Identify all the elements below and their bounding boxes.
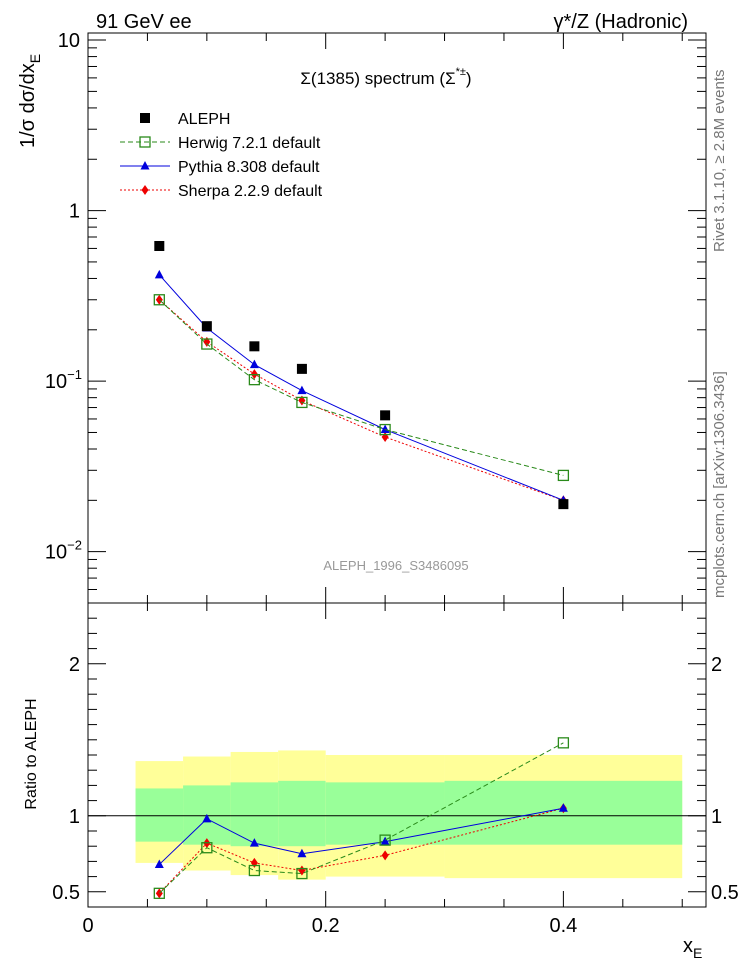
main-point-aleph bbox=[201, 321, 212, 332]
ratio-line-herwig bbox=[158, 742, 564, 894]
main-title-text: Σ(1385) spectrum (Σ bbox=[300, 69, 455, 88]
main-line-pythia bbox=[158, 274, 564, 501]
main-y-tick-label: 10−1 bbox=[45, 367, 82, 393]
legend-label-herwig: Herwig 7.2.1 default bbox=[178, 135, 321, 152]
ratio-x-tick-label: 0.4 bbox=[549, 915, 577, 937]
main-y-tick-label-exp: −1 bbox=[67, 367, 82, 382]
ratio-band-inner bbox=[135, 788, 184, 842]
ratio-y-tick-label-left: 0.5 bbox=[52, 882, 80, 904]
main-y-axis-label-text: 1/σ dσ/dx bbox=[17, 63, 39, 148]
ratio-point-herwig bbox=[296, 867, 308, 880]
ratio-point-herwig bbox=[248, 864, 261, 877]
ratio-line-sherpa bbox=[158, 807, 564, 894]
main-series bbox=[153, 240, 570, 510]
ratio-x-tick-label: 0 bbox=[82, 915, 93, 937]
main-title: Σ(1385) spectrum (Σ*±) bbox=[300, 66, 471, 88]
main-point-pythia bbox=[154, 269, 164, 279]
legend-marker-pythia bbox=[140, 161, 150, 170]
main-point-aleph bbox=[249, 341, 260, 352]
x-axis-label-sub: E bbox=[693, 945, 702, 961]
legend-label-pythia: Pythia 8.308 default bbox=[178, 159, 320, 176]
ratio-point-herwig bbox=[153, 887, 165, 899]
main-y-tick-label: 1 bbox=[69, 201, 80, 223]
main-point-aleph bbox=[558, 499, 569, 510]
main-line-sherpa bbox=[158, 299, 564, 501]
main-point-herwig bbox=[153, 294, 165, 306]
ratio-point-pythia bbox=[154, 859, 164, 868]
main-point-pythia bbox=[249, 359, 259, 369]
ratio-point-pythia bbox=[202, 813, 212, 823]
mcplots-label: mcplots.cern.ch [arXiv:1306.3436] bbox=[711, 371, 728, 598]
legend-marker-sherpa bbox=[141, 185, 149, 195]
ratio-y-tick-label-left: 1 bbox=[69, 806, 80, 828]
ratio-band-inner bbox=[230, 782, 279, 847]
legend-label-sherpa: Sherpa 2.2.9 default bbox=[178, 183, 323, 200]
main-x-ticks bbox=[87, 33, 683, 603]
ratio-point-herwig bbox=[379, 834, 391, 846]
main-point-aleph bbox=[296, 363, 307, 374]
header-left-label: 91 GeV ee bbox=[96, 11, 192, 33]
legend-marker-aleph bbox=[140, 113, 150, 123]
ratio-y-tick-label-right: 0.5 bbox=[711, 882, 739, 904]
main-point-aleph bbox=[154, 240, 165, 251]
ratio-line-pythia bbox=[158, 807, 564, 865]
legend-marker-herwig bbox=[139, 136, 151, 148]
main-y-tick-label: 10 bbox=[58, 30, 80, 52]
ratio-panel: 0.5 0.5 1 1 2 2 0 0.2 0.4 Ratio to ALEPH xE bbox=[23, 602, 739, 961]
header-right-label: γ*/Z (Hadronic) bbox=[554, 11, 688, 33]
main-line-herwig bbox=[158, 299, 564, 476]
ratio-y-tick-label-right: 1 bbox=[711, 806, 722, 828]
main-y-tick-label-base: 10 bbox=[45, 542, 67, 564]
main-y-axis-label: 1/σ dσ/dxE bbox=[17, 54, 43, 148]
main-point-sherpa bbox=[381, 432, 389, 443]
ratio-y-axis-label: Ratio to ALEPH bbox=[23, 698, 40, 809]
ratio-point-herwig bbox=[557, 737, 570, 749]
main-point-herwig bbox=[248, 374, 261, 386]
ratio-bands bbox=[135, 750, 683, 880]
x-axis-label: xE bbox=[683, 935, 702, 961]
ratio-x-tick-label: 0.2 bbox=[312, 915, 340, 937]
main-y-axis-label-sub: E bbox=[27, 54, 43, 63]
ratio-point-pythia bbox=[558, 803, 568, 812]
main-title-sup: *± bbox=[456, 66, 466, 78]
main-point-herwig bbox=[201, 338, 213, 350]
main-point-pythia bbox=[297, 385, 307, 395]
main-point-herwig bbox=[296, 396, 308, 409]
main-point-aleph bbox=[380, 410, 391, 421]
main-title-close: ) bbox=[466, 69, 472, 88]
ratio-point-pythia bbox=[297, 848, 307, 858]
ratio-point-pythia bbox=[380, 836, 390, 846]
ratio-point-herwig bbox=[201, 842, 213, 854]
main-point-herwig bbox=[379, 423, 391, 436]
main-y-tick-label: 10−2 bbox=[45, 538, 82, 564]
ratio-y-tick-label-left: 2 bbox=[69, 654, 80, 676]
x-axis-label-text: x bbox=[683, 935, 693, 957]
ratio-point-pythia bbox=[249, 838, 259, 847]
ratio-x-ticks: 0 0.2 0.4 bbox=[82, 603, 683, 937]
ratio-point-sherpa bbox=[381, 850, 389, 861]
legend: ALEPH Herwig 7.2.1 default Pythia 8.308 de… bbox=[120, 111, 323, 200]
analysis-label: ALEPH_1996_S3486095 bbox=[323, 558, 468, 573]
ratio-y-tick-label-right: 2 bbox=[711, 654, 722, 676]
rivet-label: Rivet 3.1.10, ≥ 2.8M events bbox=[711, 70, 728, 253]
main-y-tick-label-exp: −2 bbox=[67, 538, 82, 553]
main-y-tick-label-base: 10 bbox=[45, 371, 67, 393]
ratio-y-ticks: 0.5 0.5 1 1 2 2 bbox=[52, 602, 739, 908]
ratio-band-inner bbox=[278, 780, 326, 847]
ratio-series bbox=[153, 737, 570, 899]
main-point-herwig bbox=[557, 469, 570, 482]
main-point-pythia bbox=[380, 424, 390, 434]
legend-label-aleph: ALEPH bbox=[178, 111, 230, 128]
